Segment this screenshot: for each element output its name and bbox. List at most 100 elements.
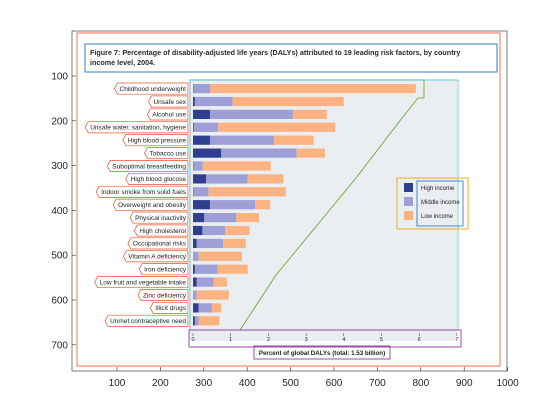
inner-x-tick-label: 3 (305, 337, 308, 343)
image-axis-ticks: 100 200 300 400 500 600 700 800 900 1000100200300… (51, 72, 519, 390)
bar-middle-income-2 (209, 109, 293, 119)
category-outline (127, 237, 189, 250)
y-tick-label: 400 (51, 206, 68, 217)
category-outline (95, 185, 189, 198)
bar-high-income-7 (193, 174, 207, 184)
bar-low-income-15 (213, 277, 227, 287)
category-label: Iron deficiency (144, 267, 187, 274)
bar-middle-income-16 (193, 290, 197, 300)
bar-low-income-14 (217, 264, 248, 274)
category-outline (122, 250, 189, 263)
category-outline (144, 147, 189, 160)
category-label: Physical inactivity (135, 215, 187, 222)
bar-high-income-4 (193, 135, 210, 145)
x-tick-label: 100 (109, 378, 126, 389)
bar-low-income-0 (210, 84, 416, 94)
inner-x-tick-label: 6 (418, 337, 421, 343)
legend-inner-box (416, 180, 464, 227)
category-labels: Childhood underweight Unsafe sex Alcohol u… (84, 82, 189, 327)
bar-low-income-10 (236, 213, 259, 223)
category-outline (149, 301, 189, 314)
bar-high-income-3 (193, 122, 194, 132)
xlabel-box (253, 345, 391, 360)
bar-middle-income-0 (193, 84, 211, 94)
bar-high-income-2 (193, 109, 210, 119)
bar-low-income-17 (211, 303, 222, 313)
inner-x-ticks: 0 1 2 3 4 5 6 7 (191, 333, 458, 343)
bar-low-income-12 (223, 238, 246, 248)
category-label: Unsafe sex (153, 99, 186, 106)
x-tick-label: 600 (326, 378, 343, 389)
bar-middle-income-6 (193, 161, 203, 171)
x-tick-label: 700 (369, 378, 386, 389)
x-axis-box (188, 329, 462, 348)
bar-low-income-9 (255, 200, 271, 210)
x-tick-label: 200 (152, 378, 169, 389)
bar-low-income-16 (196, 290, 229, 300)
category-label: Low fruit and vegetable intake (100, 279, 187, 286)
figure-title-line1: Figure 7: Percentage of disability-adjus… (90, 48, 460, 57)
category-label: Alcohol use (152, 112, 186, 119)
category-outline (146, 108, 189, 121)
bar-middle-income-1 (194, 96, 233, 107)
bar-middle-income-14 (194, 264, 218, 274)
bar-low-income-6 (202, 161, 271, 171)
title-box (84, 43, 498, 73)
bar-high-income-15 (193, 277, 197, 287)
x-axis-label: Percent of global DALYs (total: 1.53 bil… (259, 350, 385, 357)
category-label: Vitamin A deficiency (128, 254, 186, 261)
category-label: Illicit drugs (155, 305, 186, 312)
bar-low-income-3 (218, 122, 336, 132)
category-label: Childhood underweight (120, 86, 187, 93)
bar-middle-income-15 (196, 277, 214, 287)
category-label: High blood glucose (131, 176, 187, 183)
category-outline (122, 134, 189, 147)
y-tick-label: 200 (51, 116, 68, 127)
y-tick-label: 700 (51, 340, 68, 351)
inner-x-tick-label: 0 (191, 337, 194, 343)
figure-title-line2: income level, 2004. (90, 58, 155, 67)
bar-high-income-9 (193, 200, 210, 210)
bar-high-income-5 (193, 148, 222, 158)
bar-high-income-11 (193, 225, 203, 236)
bar-middle-income-13 (193, 251, 199, 261)
category-outline (114, 82, 189, 95)
category-outline (106, 160, 189, 172)
legend-swatch (404, 197, 413, 206)
category-label: Overweight and obesity (118, 202, 187, 209)
category-label: Suboptimal breastfeeding (112, 163, 186, 170)
category-outline (138, 263, 189, 276)
category-outline (104, 314, 189, 327)
bar-middle-income-10 (204, 213, 237, 223)
x-tick-label: 400 (239, 378, 256, 389)
bar-high-income-14 (193, 264, 195, 274)
legend-label: High income (421, 186, 455, 192)
bar-low-income-2 (292, 109, 327, 119)
bar-middle-income-4 (209, 135, 275, 145)
category-outline (84, 121, 189, 134)
legend-label: Middle income (421, 200, 460, 206)
bar-low-income-7 (247, 174, 284, 184)
bar-middle-income-12 (196, 238, 224, 248)
category-label: High blood pressure (128, 138, 187, 145)
bar-high-income-18 (193, 316, 195, 326)
bar-middle-income-18 (194, 316, 199, 326)
category-outline (112, 198, 189, 211)
category-label: Zinc deficiency (143, 292, 187, 299)
legend-box (396, 177, 469, 230)
category-label: Indoor smoke from solid fuels (101, 189, 187, 196)
x-tick-label: 300 (195, 378, 212, 389)
bar-middle-income-8 (193, 187, 209, 197)
category-outline (129, 211, 189, 224)
category-outline (148, 95, 189, 108)
bar-middle-income-11 (202, 225, 226, 236)
inner-x-tick-label: 5 (380, 337, 383, 343)
category-label: Unsafe water, sanitation, hygiene (90, 125, 186, 132)
green-outline (190, 79, 425, 331)
y-tick-label: 100 (51, 72, 68, 83)
bar-low-income-5 (296, 148, 325, 158)
legend-swatch (404, 211, 413, 220)
x-tick-label: 1000 (496, 378, 519, 389)
bar-middle-income-17 (198, 303, 212, 313)
